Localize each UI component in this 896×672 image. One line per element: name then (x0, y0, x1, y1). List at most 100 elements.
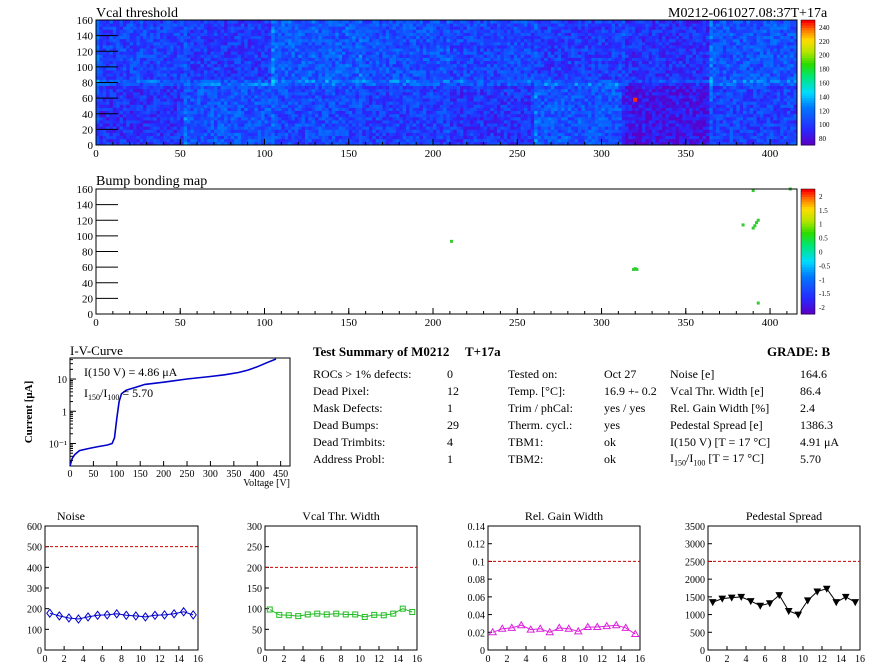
bump-palette-label: -0.5 (819, 262, 831, 270)
x-tick: 10 (136, 654, 146, 665)
vcal-palette-band (801, 127, 815, 131)
y-tick: 100 (247, 605, 262, 616)
vcal-palette-band (801, 82, 815, 86)
y-tick: 300 (247, 522, 262, 533)
bump-defect (450, 239, 454, 243)
bump-x-tick: 150 (341, 317, 358, 329)
vcal-palette-band (801, 125, 815, 128)
vcal-x-tick: 300 (593, 148, 610, 160)
y-tick: 500 (27, 543, 42, 554)
x-tick: 16 (412, 654, 422, 665)
data-point (352, 611, 359, 618)
x-tick: 8 (339, 654, 344, 665)
x-tick: 14 (616, 654, 626, 665)
bump-x-tick: 200 (425, 317, 442, 329)
y-tick: 0.04 (468, 611, 486, 622)
data-point (151, 610, 159, 621)
y-tick: 100 (27, 625, 42, 636)
bump-palette-band (801, 254, 815, 257)
y-tick: 0 (700, 646, 705, 657)
bump-x-tick: 350 (678, 317, 695, 329)
bump-palette-label: -2 (819, 304, 825, 312)
iv-x-tick: 450 (273, 469, 288, 480)
vcal-palette-band (801, 45, 815, 48)
data-point (573, 626, 583, 635)
data-point (630, 629, 640, 638)
vcal-x-tick: 200 (425, 148, 442, 160)
y-tick: 2500 (685, 557, 705, 568)
data-point (611, 620, 621, 629)
vcal-x-tick: 350 (678, 148, 695, 160)
chart-3: Pedestal Spread 0 2 4 6 8 10 12 14 16 0 500 1000 1500… (685, 509, 865, 665)
chart-frame (487, 525, 641, 651)
data-point (399, 605, 406, 612)
bump-palette-band (801, 284, 815, 287)
iv-axes: 0 50 100 150 200 250 300 350 400 450 10⁻¹ 1 10 (49, 357, 291, 480)
y-tick: 0.08 (468, 575, 486, 586)
bump-palette-band (801, 301, 815, 305)
data-point (813, 588, 822, 596)
x-tick: 16 (193, 654, 203, 665)
data-point (516, 620, 526, 629)
bump-defect (741, 223, 745, 227)
vcal-palette-band (801, 65, 815, 68)
y-tick: 0.12 (468, 540, 486, 551)
bump-x-tick: 300 (593, 317, 610, 329)
y-tick: 0 (257, 646, 262, 657)
vcal-palette-band (801, 142, 815, 146)
vcal-x-tick: 250 (509, 148, 526, 160)
bump-palette-band (801, 239, 815, 242)
iv-title: I-V-Curve (70, 343, 123, 358)
vcal-palette-band (801, 70, 815, 73)
bump-palette-band (801, 294, 815, 297)
bump-y-tick: 20 (82, 293, 94, 305)
bump-palette-band (801, 246, 815, 250)
x-tick: 10 (578, 654, 588, 665)
data-point (794, 611, 803, 619)
x-tick: 6 (100, 654, 105, 665)
bump-palette-band (801, 189, 815, 192)
bump-palette-band (801, 211, 815, 215)
data-point (497, 624, 507, 632)
y-tick: 0 (37, 646, 42, 657)
bump-palette-band (801, 231, 815, 235)
vcal-y-tick: 120 (77, 46, 94, 58)
x-tick: 10 (798, 654, 808, 665)
vcal-palette-band (801, 72, 815, 76)
data-point (554, 623, 564, 631)
data-point (93, 610, 102, 621)
x-tick: 2 (505, 654, 510, 665)
vcal-palette-band (801, 140, 815, 143)
iv-annotation-ratio: I150/I100 = 5.70 (84, 386, 153, 402)
bump-palette-band (801, 224, 815, 227)
x-tick: 6 (543, 654, 548, 665)
bump-palette-band (801, 221, 815, 225)
bump-palette-band (801, 276, 815, 280)
chart-frame (44, 525, 199, 651)
vcal-palette-band (801, 112, 815, 116)
vcal-palette-band (801, 135, 815, 138)
bump-palette-band (801, 261, 815, 265)
bump-palette-band (801, 256, 815, 260)
y-tick: 0 (480, 646, 485, 657)
data-point (390, 610, 397, 617)
bump-y-tick: 120 (77, 215, 94, 227)
vcal-palette-band (801, 120, 815, 123)
data-point (507, 623, 517, 631)
data-point (535, 624, 545, 632)
x-tick: 14 (174, 654, 184, 665)
bump-palette-band (801, 286, 815, 290)
chart-title: Noise (57, 509, 85, 523)
vcal-palette-band (801, 62, 815, 66)
x-tick: 8 (782, 654, 787, 665)
chart-frame (264, 525, 418, 651)
vcal-palette-label: 120 (819, 107, 830, 115)
vcal-palette-band (801, 50, 815, 53)
x-tick: 8 (562, 654, 567, 665)
y-tick: 1000 (685, 611, 705, 622)
vcal-palette-label: 240 (819, 24, 830, 32)
vcal-y-tick: 160 (77, 15, 94, 27)
data-point (333, 610, 340, 617)
